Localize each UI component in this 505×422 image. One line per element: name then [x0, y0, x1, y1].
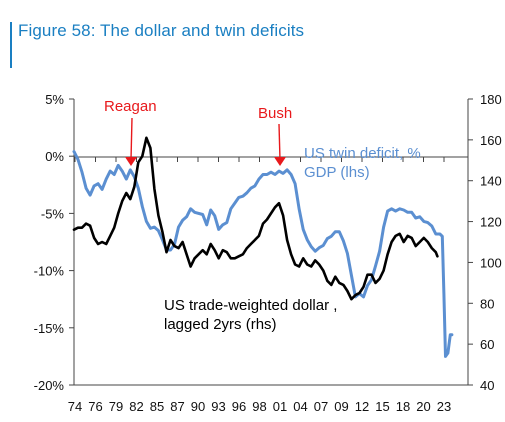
left-axis-ticks: 5% 0% -5% -10% -15% -20%	[34, 92, 74, 393]
right-tick-label: 140	[480, 174, 502, 189]
x-tick-label: 93	[211, 399, 225, 414]
x-tick-label: 04	[293, 399, 307, 414]
annotation-reagan-arrow	[130, 117, 133, 161]
x-tick-label: 90	[191, 399, 205, 414]
x-tick-label: 76	[88, 399, 102, 414]
chart-title: Figure 58: The dollar and twin deficits	[18, 21, 305, 40]
right-axis-ticks: 180 160 140 120 100 80 60 40	[468, 92, 502, 393]
left-tick-label: -15%	[34, 321, 65, 336]
x-tick-label: 12	[355, 399, 369, 414]
x-tick-label: 98	[252, 399, 266, 414]
left-tick-label: -10%	[34, 264, 65, 279]
x-tick-label: 07	[314, 399, 328, 414]
series-label-dollar-line2: lagged 2yrs (rhs)	[164, 316, 277, 333]
x-tick-label: 15	[375, 399, 389, 414]
right-tick-label: 160	[480, 133, 502, 148]
right-tick-label: 40	[480, 378, 494, 393]
series-label-dollar-line1: US trade-weighted dollar ,	[164, 297, 337, 314]
series-line-twin-deficit	[72, 150, 454, 358]
x-tick-label: 20	[416, 399, 430, 414]
annotation-bush-arrow	[278, 123, 281, 161]
annotation-bush: Bush	[258, 105, 292, 122]
x-tick-label: 23	[437, 399, 451, 414]
right-tick-label: 60	[480, 337, 494, 352]
left-tick-label: 0%	[45, 149, 64, 164]
x-tick-label: 96	[232, 399, 246, 414]
x-axis-ticks: 74 76 79 82 85 87 90 93 96 98 01 04 07 09 12 15 18 20 23	[68, 157, 451, 414]
left-tick-label: -20%	[34, 378, 65, 393]
annotation-bush-arrowhead	[274, 157, 286, 166]
right-tick-label: 120	[480, 215, 502, 230]
x-tick-label: 79	[109, 399, 123, 414]
series-label-twin-deficit-line1: US twin deficit, %	[304, 145, 421, 162]
title-accent-bar	[10, 22, 12, 68]
x-tick-label: 01	[273, 399, 287, 414]
right-tick-label: 80	[480, 296, 494, 311]
x-tick-label: 18	[396, 399, 410, 414]
left-tick-label: -5%	[41, 206, 65, 221]
series-line-trade-weighted-dollar	[72, 136, 439, 301]
x-tick-label: 09	[334, 399, 348, 414]
x-tick-label: 82	[129, 399, 143, 414]
series-label-twin-deficit-line2: GDP (lhs)	[304, 164, 370, 181]
annotation-reagan: Reagan	[104, 98, 157, 115]
annotation-reagan-arrowhead	[125, 157, 137, 166]
right-tick-label: 180	[480, 92, 502, 107]
right-tick-label: 100	[480, 255, 502, 270]
x-tick-label: 87	[170, 399, 184, 414]
x-tick-label: 74	[68, 399, 82, 414]
left-tick-label: 5%	[45, 92, 64, 107]
x-tick-label: 85	[150, 399, 164, 414]
